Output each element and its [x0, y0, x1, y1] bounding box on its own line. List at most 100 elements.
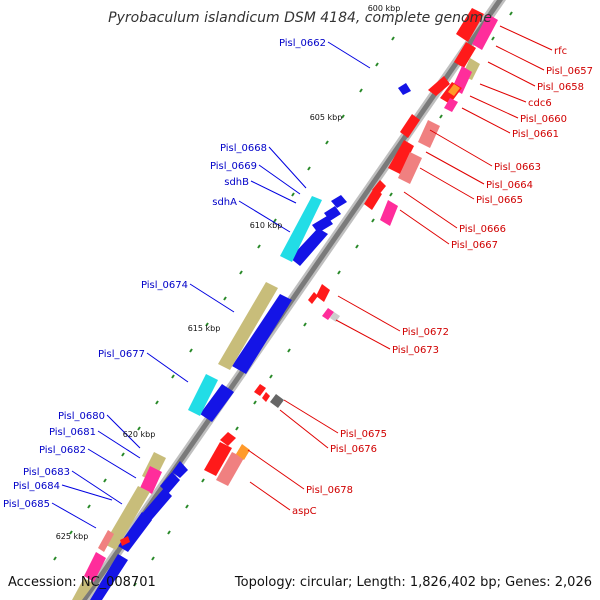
gene-pisl-0675-b[interactable] [262, 392, 270, 402]
gene-label[interactable]: Pisl_0660 [520, 114, 567, 125]
gene-rfc[interactable] [456, 8, 484, 42]
tick-dash [491, 36, 495, 41]
gene-label[interactable]: Pisl_0662 [279, 38, 326, 49]
gene-pisl-0672-b[interactable] [308, 292, 318, 304]
gene-rfc-pink[interactable] [472, 14, 498, 50]
gene-label[interactable]: Pisl_0657 [546, 66, 593, 77]
gene-label[interactable]: Pisl_0680 [58, 411, 105, 422]
gene-pisl-0677-cyan[interactable] [188, 374, 218, 416]
gene-label[interactable]: Pisl_0664 [486, 180, 533, 191]
gene-pisl-0680[interactable] [172, 461, 188, 478]
tick-dash [133, 582, 137, 587]
gene-label[interactable]: Pisl_0673 [392, 345, 439, 356]
gene-pisl-0657[interactable] [454, 42, 476, 68]
gene-label[interactable]: Pisl_0669 [210, 161, 257, 172]
gene-pisl-0661[interactable] [444, 98, 458, 112]
leader-line [499, 25, 553, 51]
gene-aspC-orange[interactable] [236, 444, 250, 460]
gene-pisl-0673[interactable] [322, 308, 334, 320]
gene-salmon-lower[interactable] [98, 530, 114, 552]
leader-line [495, 45, 545, 71]
leader-line [268, 146, 307, 189]
gene-label[interactable]: Pisl_0681 [49, 427, 96, 438]
tick-labels: 600 kbp 605 kbp 610 kbp 615 kbp 620 kbp 625 k… [56, 4, 401, 541]
gene-label[interactable]: Pisl_0678 [306, 485, 353, 496]
gene-sdh-cyan[interactable] [280, 196, 322, 262]
gene-aspC[interactable] [216, 452, 244, 486]
leader-line [71, 470, 123, 505]
gene-red-lower[interactable] [120, 536, 130, 546]
gene-sdhA[interactable] [290, 228, 328, 266]
gene-pisl-0673-grey[interactable] [330, 312, 340, 322]
gene-pisl-0663-salmon[interactable] [418, 120, 440, 148]
tick-dash [307, 166, 311, 171]
leader-line [146, 352, 189, 383]
gene-cdc6[interactable] [428, 76, 450, 96]
gene-pisl-0677[interactable] [200, 384, 234, 422]
gene-label[interactable]: Pisl_0677 [98, 349, 145, 360]
gene-pisl-0674[interactable] [232, 294, 292, 374]
gene-pisl-0675[interactable] [254, 384, 266, 396]
gene-pisl-0669[interactable] [324, 206, 341, 221]
gene-label[interactable]: sdhA [212, 197, 237, 208]
gene-khaki-lower-2[interactable] [104, 486, 150, 550]
gene-pisl-0681[interactable] [160, 472, 180, 494]
gene-label[interactable]: Pisl_0685 [3, 499, 50, 510]
gene-pisl-0676[interactable] [270, 394, 284, 408]
tick-dash [303, 322, 307, 327]
gene-label[interactable]: Pisl_0674 [141, 280, 188, 291]
gene-label[interactable]: Pisl_0672 [402, 327, 449, 338]
gene-label[interactable]: Pisl_0684 [13, 481, 60, 492]
gene-pink-lower[interactable] [140, 466, 162, 494]
tick-dash [53, 556, 57, 561]
tick-dash [171, 374, 175, 379]
tick-label: 615 kbp [188, 324, 221, 333]
tick-label: 605 kbp [310, 113, 343, 122]
gene-pisl-0664[interactable] [388, 140, 414, 174]
leader-line [258, 164, 301, 195]
tick-dash [103, 478, 107, 483]
tick-dash [273, 218, 277, 223]
tick-dash [87, 504, 91, 509]
gene-khaki-lower-3[interactable] [72, 578, 94, 600]
gene-pisl-0674-khaki[interactable] [218, 282, 278, 370]
leader-line [335, 319, 391, 350]
leader-line [250, 180, 297, 204]
gene-label[interactable]: Pisl_0665 [476, 195, 523, 206]
gene-label[interactable]: Pisl_0668 [220, 143, 267, 154]
gene-label[interactable]: Pisl_0658 [537, 82, 584, 93]
gene-sdhB[interactable] [312, 216, 333, 233]
gene-label[interactable]: aspC [292, 506, 317, 517]
gene-label[interactable]: Pisl_0663 [494, 162, 541, 173]
leader-line [279, 409, 329, 449]
leader-line [337, 295, 401, 332]
gene-label[interactable]: rfc [554, 46, 567, 57]
gene-pisl-0678[interactable] [220, 432, 236, 446]
gene-label[interactable]: cdc6 [528, 98, 552, 109]
gene-pink-lower-2[interactable] [84, 552, 106, 582]
gene-pisl-0678-b[interactable] [204, 442, 232, 476]
gene-label[interactable]: Pisl_0675 [340, 429, 387, 440]
leader-line [479, 83, 527, 103]
gene-pisl-0660-orange[interactable] [448, 84, 460, 96]
gene-label[interactable]: Pisl_0676 [330, 444, 377, 455]
gene-pisl-0663[interactable] [400, 114, 420, 138]
gene-pisl-0667[interactable] [380, 200, 398, 226]
gene-pisl-0682[interactable] [140, 488, 172, 524]
tick-dash [371, 218, 375, 223]
gene-label[interactable]: Pisl_0661 [512, 129, 559, 140]
leader-line [283, 399, 339, 434]
forward-gene-labels: Pisl_0662 Pisl_0668 Pisl_0669 sdhB sdhA Pisl_… [3, 38, 326, 510]
gene-label[interactable]: Pisl_0666 [459, 224, 506, 235]
topology-text: Topology: circular; Length: 1,826,402 bp… [234, 575, 592, 590]
gene-pisl-0665[interactable] [398, 152, 422, 184]
gene-pisl-0666-b[interactable] [372, 180, 386, 196]
gene-pisl-0662[interactable] [398, 83, 411, 95]
gene-pisl-0684[interactable] [90, 554, 128, 600]
gene-pisl-0668[interactable] [331, 195, 347, 208]
gene-label[interactable]: Pisl_0683 [23, 467, 70, 478]
gene-label[interactable]: Pisl_0667 [451, 240, 498, 251]
gene-label[interactable]: sdhB [224, 177, 249, 188]
gene-pisl-0672[interactable] [316, 284, 330, 302]
gene-label[interactable]: Pisl_0682 [39, 445, 86, 456]
